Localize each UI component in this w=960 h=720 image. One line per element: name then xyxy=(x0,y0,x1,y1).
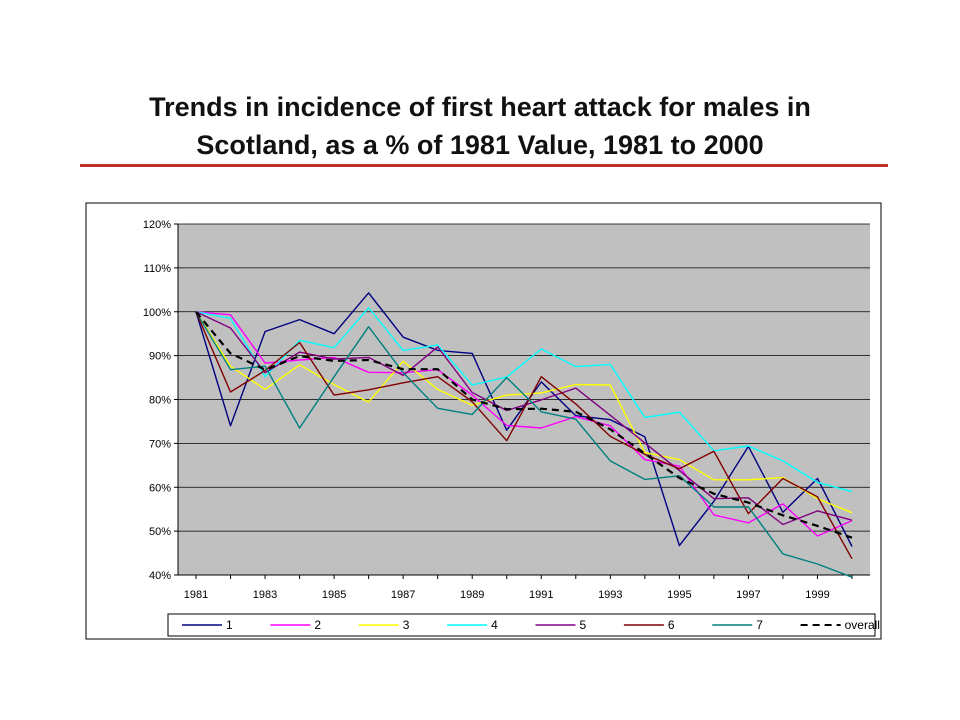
y-tick-label: 110% xyxy=(144,263,172,275)
legend-label-7: 7 xyxy=(756,618,763,632)
series-line-4 xyxy=(195,307,853,493)
x-tick-label: 1983 xyxy=(253,589,277,601)
y-tick-label: 90% xyxy=(149,351,171,363)
series-line-overall xyxy=(195,311,853,539)
y-axis: 40% 50% 60% 70% 80% 90% 100% 110% 120% xyxy=(143,219,179,582)
y-tick-label: 60% xyxy=(149,482,171,494)
legend-label-2: 2 xyxy=(314,618,321,632)
x-tick-label: 1997 xyxy=(736,589,760,601)
series-line-5 xyxy=(195,311,853,526)
x-tick-label: 1995 xyxy=(667,589,691,601)
y-tick-label: 80% xyxy=(149,395,171,407)
legend-label-5: 5 xyxy=(580,618,587,632)
legend-label-3: 3 xyxy=(403,618,410,632)
x-tick-label: 1991 xyxy=(529,589,553,601)
slide-title-line-1: Trends in incidence of first heart attac… xyxy=(149,92,811,122)
legend-label-6: 6 xyxy=(668,618,675,632)
y-tick-label: 40% xyxy=(149,570,171,582)
series-lines xyxy=(195,292,853,578)
legend-label-1: 1 xyxy=(226,618,233,632)
series-line-6 xyxy=(195,311,853,560)
legend-label-overall: overall xyxy=(845,618,880,632)
series-line-7 xyxy=(195,311,853,578)
y-tick-label: 120% xyxy=(143,219,171,231)
slide-title: Trends in incidence of first heart attac… xyxy=(60,88,900,164)
x-tick-label: 1981 xyxy=(184,589,208,601)
x-tick-label: 1989 xyxy=(460,589,484,601)
y-tick-label: 50% xyxy=(149,526,171,538)
series-line-2 xyxy=(195,311,853,537)
series-line-1 xyxy=(195,292,853,547)
title-underline xyxy=(80,164,888,167)
x-tick-label: 1993 xyxy=(598,589,622,601)
y-tick-label: 70% xyxy=(149,438,171,450)
x-tick-label: 1985 xyxy=(322,589,346,601)
legend: 1 2 3 4 5 6 7 overall xyxy=(167,613,880,637)
legend-label-4: 4 xyxy=(491,618,498,632)
legend-box xyxy=(167,613,876,637)
x-tick-label: 1999 xyxy=(805,589,829,601)
grid-lines xyxy=(178,223,870,532)
slide-title-line-2: Scotland, as a % of 1981 Value, 1981 to … xyxy=(196,130,764,160)
x-tick-label: 1987 xyxy=(391,589,415,601)
x-axis: 1981 1983 1985 1987 1989 1991 1993 1995 1997 1999 xyxy=(178,574,870,601)
y-tick-label: 100% xyxy=(143,307,171,319)
